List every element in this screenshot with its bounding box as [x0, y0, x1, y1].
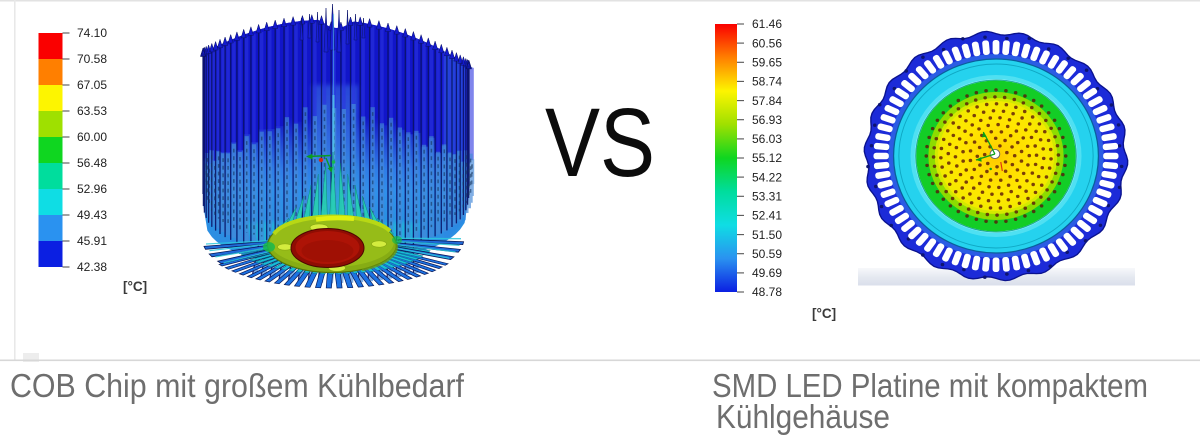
- svg-text:42.38: 42.38: [77, 260, 107, 274]
- svg-text:60.00: 60.00: [77, 130, 107, 144]
- svg-text:SMD LED Platine mit kompaktem: SMD LED Platine mit kompaktem: [712, 367, 1148, 404]
- svg-text:51.50: 51.50: [752, 228, 782, 242]
- svg-text:74.10: 74.10: [77, 26, 107, 40]
- svg-text:70.58: 70.58: [77, 52, 107, 66]
- svg-text:[°C]: [°C]: [812, 306, 836, 321]
- svg-text:[°C]: [°C]: [123, 279, 147, 294]
- svg-text:48.78: 48.78: [752, 285, 782, 299]
- svg-text:49.69: 49.69: [752, 266, 782, 280]
- svg-text:52.96: 52.96: [77, 182, 107, 196]
- svg-text:58.74: 58.74: [752, 75, 782, 89]
- svg-text:VS: VS: [545, 88, 655, 197]
- svg-text:63.53: 63.53: [77, 104, 107, 118]
- svg-text:56.03: 56.03: [752, 132, 782, 146]
- svg-text:67.05: 67.05: [77, 78, 107, 92]
- svg-text:53.31: 53.31: [752, 190, 782, 204]
- svg-text:57.84: 57.84: [752, 94, 782, 108]
- svg-text:61.46: 61.46: [752, 17, 782, 31]
- svg-text:56.93: 56.93: [752, 113, 782, 127]
- svg-text:COB Chip mit großem Kühlbedarf: COB Chip mit großem Kühlbedarf: [10, 367, 465, 404]
- svg-text:49.43: 49.43: [77, 208, 107, 222]
- svg-text:Kühlgehäuse: Kühlgehäuse: [716, 398, 890, 435]
- svg-text:55.12: 55.12: [752, 151, 782, 165]
- svg-text:50.59: 50.59: [752, 247, 782, 261]
- svg-text:56.48: 56.48: [77, 156, 107, 170]
- svg-text:59.65: 59.65: [752, 56, 782, 70]
- svg-text:60.56: 60.56: [752, 36, 782, 50]
- svg-text:45.91: 45.91: [77, 234, 107, 248]
- svg-text:54.22: 54.22: [752, 170, 782, 184]
- svg-text:52.41: 52.41: [752, 209, 782, 223]
